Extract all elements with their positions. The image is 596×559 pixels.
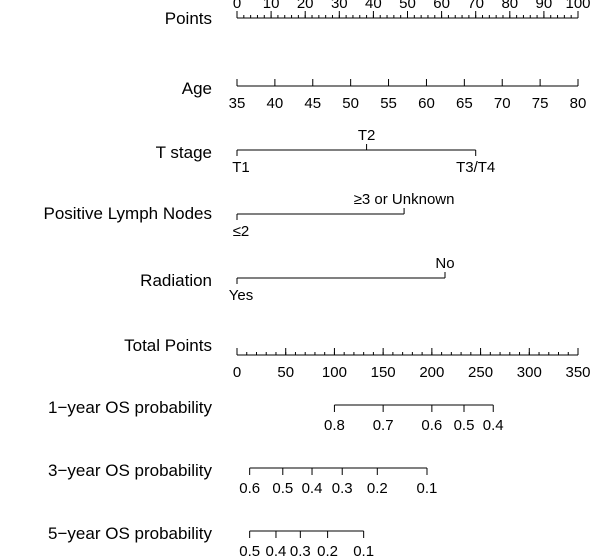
level-label: ≤2 <box>233 223 250 240</box>
prob-label: 0.3 <box>290 543 311 559</box>
nomogram-row: 3−year OS probability 0.6 0.5 0.4 0.3 0.2 0.1 <box>48 461 437 497</box>
prob-label: 0.6 <box>239 480 260 497</box>
nomogram-row: Points 0 10 20 30 40 50 60 70 80 90 100 <box>165 0 591 28</box>
level-label: T1 <box>232 159 250 176</box>
tick-label: 60 <box>418 95 435 112</box>
nomogram-row: Positive Lymph Nodes ≤2 ≥3 or Unknown <box>43 191 454 240</box>
tick-label: 20 <box>297 0 314 12</box>
tick-label: 35 <box>229 95 246 112</box>
tick-label: 40 <box>365 0 382 12</box>
tick-label: 100 <box>565 0 590 12</box>
tick-label: 70 <box>494 95 511 112</box>
nomogram-row: 1−year OS probability 0.8 0.7 0.6 0.5 0.4 <box>48 398 504 434</box>
tick-label: 350 <box>565 364 590 381</box>
tick-label: 90 <box>536 0 553 12</box>
tick-label: 75 <box>532 95 549 112</box>
tick-label: 60 <box>433 0 450 12</box>
level-label: No <box>435 255 454 272</box>
row-label: Age <box>182 79 212 98</box>
tick-label: 80 <box>501 0 518 12</box>
prob-label: 0.7 <box>373 417 394 434</box>
nomogram-row: Radiation Yes No <box>140 255 454 304</box>
tick-label: 50 <box>342 95 359 112</box>
prob-label: 0.6 <box>421 417 442 434</box>
level-label: T3/T4 <box>456 159 495 176</box>
row-label: T stage <box>156 143 212 162</box>
tick-label: 200 <box>419 364 444 381</box>
level-label: ≥3 or Unknown <box>354 191 455 208</box>
tick-label: 40 <box>267 95 284 112</box>
prob-label: 0.4 <box>483 417 504 434</box>
row-label: 5−year OS probability <box>48 524 212 543</box>
prob-label: 0.2 <box>367 480 388 497</box>
nomogram-row: 5−year OS probability 0.5 0.4 0.3 0.2 0.1 <box>48 524 374 559</box>
prob-label: 0.5 <box>454 417 475 434</box>
tick-label: 0 <box>233 0 241 12</box>
prob-label: 0.4 <box>302 480 323 497</box>
row-label: Radiation <box>140 271 212 290</box>
tick-label: 30 <box>331 0 348 12</box>
tick-label: 0 <box>233 364 241 381</box>
row-label: 1−year OS probability <box>48 398 212 417</box>
row-label: Points <box>165 9 212 28</box>
tick-label: 300 <box>517 364 542 381</box>
prob-label: 0.1 <box>417 480 438 497</box>
tick-label: 50 <box>399 0 416 12</box>
tick-label: 65 <box>456 95 473 112</box>
tick-label: 70 <box>467 0 484 12</box>
tick-label: 50 <box>277 364 294 381</box>
nomogram-row: Age 35 40 45 50 55 60 65 70 75 80 <box>182 79 587 112</box>
tick-label: 55 <box>380 95 397 112</box>
prob-label: 0.4 <box>266 543 287 559</box>
tick-label: 45 <box>304 95 321 112</box>
level-label: Yes <box>229 287 253 304</box>
prob-label: 0.5 <box>272 480 293 497</box>
tick-label: 150 <box>371 364 396 381</box>
nomogram-row: T stage T1 T2 T3/T4 <box>156 127 496 176</box>
tick-label: 10 <box>263 0 280 12</box>
prob-label: 0.1 <box>353 543 374 559</box>
row-label: Total Points <box>124 336 212 355</box>
row-label: 3−year OS probability <box>48 461 212 480</box>
prob-label: 0.2 <box>317 543 338 559</box>
nomogram-row: Total Points 0 50 100 150 200 250 300 350 <box>124 336 590 381</box>
tick-label: 100 <box>322 364 347 381</box>
tick-label: 80 <box>570 95 587 112</box>
prob-label: 0.3 <box>332 480 353 497</box>
prob-label: 0.5 <box>239 543 260 559</box>
tick-label: 250 <box>468 364 493 381</box>
row-label: Positive Lymph Nodes <box>43 204 212 223</box>
prob-label: 0.8 <box>324 417 345 434</box>
level-label: T2 <box>358 127 376 144</box>
